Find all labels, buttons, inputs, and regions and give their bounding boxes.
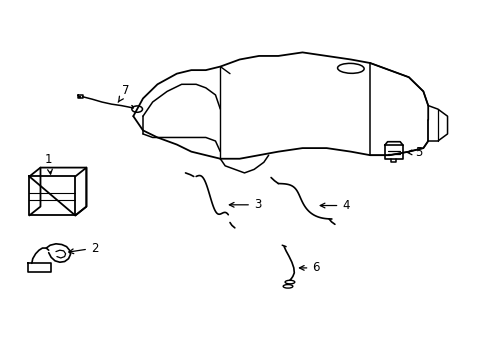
Text: 2: 2	[69, 242, 98, 255]
Text: 4: 4	[320, 199, 349, 212]
Text: 3: 3	[229, 198, 261, 211]
Text: 6: 6	[299, 261, 319, 274]
Text: 7: 7	[118, 84, 129, 102]
Text: 1: 1	[45, 153, 52, 174]
Text: 5: 5	[407, 146, 421, 159]
